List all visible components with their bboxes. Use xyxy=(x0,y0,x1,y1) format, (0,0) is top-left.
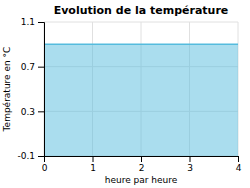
tick-mark xyxy=(190,156,191,162)
tick-label: 2 xyxy=(139,163,145,173)
tick-mark xyxy=(38,111,44,112)
plot-area: 0 1 2 3 4 -0.1 0.3 0.7 1.1 xyxy=(17,17,241,173)
tick: 0.3 xyxy=(21,107,44,117)
area xyxy=(44,44,238,156)
tick-label: 1.1 xyxy=(21,17,35,27)
x-axis-title: heure par heure xyxy=(105,175,178,185)
tick-label: 1 xyxy=(90,163,96,173)
tick-label: -0.1 xyxy=(17,151,35,161)
axis-line xyxy=(38,23,45,157)
grid xyxy=(44,22,238,156)
tick-label: 0 xyxy=(42,163,48,173)
tick-mark xyxy=(141,156,142,162)
tick-label: 3 xyxy=(187,163,193,173)
tick-mark xyxy=(93,156,94,162)
chart: 0 1 2 3 4 -0.1 0.3 0.7 1.1 Evolution de la tempér… xyxy=(0,0,250,188)
tick: -0.1 xyxy=(17,151,44,161)
tick: 3 xyxy=(187,156,193,173)
tick: 0.7 xyxy=(21,62,44,72)
tick: 1.1 xyxy=(21,17,44,27)
tick: 2 xyxy=(139,156,145,173)
tick-mark xyxy=(38,156,44,157)
tick: 0 xyxy=(42,156,48,173)
tick-label: 0.3 xyxy=(21,107,35,117)
y-axis: -0.1 0.3 0.7 1.1 xyxy=(17,17,44,161)
marks xyxy=(44,44,238,156)
line xyxy=(44,44,238,46)
x-axis: 0 1 2 3 4 xyxy=(42,156,242,173)
tick: 1 xyxy=(90,156,96,173)
title: Evolution de la température xyxy=(54,4,229,17)
tick-label: 4 xyxy=(236,163,242,173)
tick: 4 xyxy=(236,156,242,173)
tick-mark xyxy=(238,156,239,162)
tick-mark xyxy=(38,67,44,68)
tick-label: 0.7 xyxy=(21,62,35,72)
axis-line xyxy=(45,157,239,163)
y-axis-title: Température en °C xyxy=(2,47,12,133)
grid-line-y xyxy=(44,22,238,23)
tick-mark xyxy=(38,22,44,23)
